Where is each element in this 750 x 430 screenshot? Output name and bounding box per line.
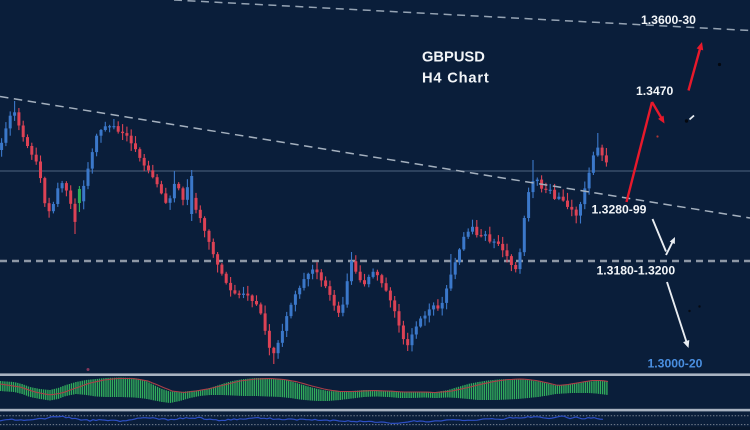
svg-text:1.3600-30: 1.3600-30 [641, 13, 696, 27]
svg-text:1.3180-1.3200: 1.3180-1.3200 [597, 264, 676, 278]
svg-text:1.3470: 1.3470 [636, 84, 673, 98]
svg-text:1.3280-99: 1.3280-99 [592, 203, 647, 217]
svg-text:1.3000-20: 1.3000-20 [648, 357, 703, 371]
svg-text:H4 Chart: H4 Chart [422, 71, 490, 87]
svg-text:GBPUSD: GBPUSD [422, 50, 485, 66]
